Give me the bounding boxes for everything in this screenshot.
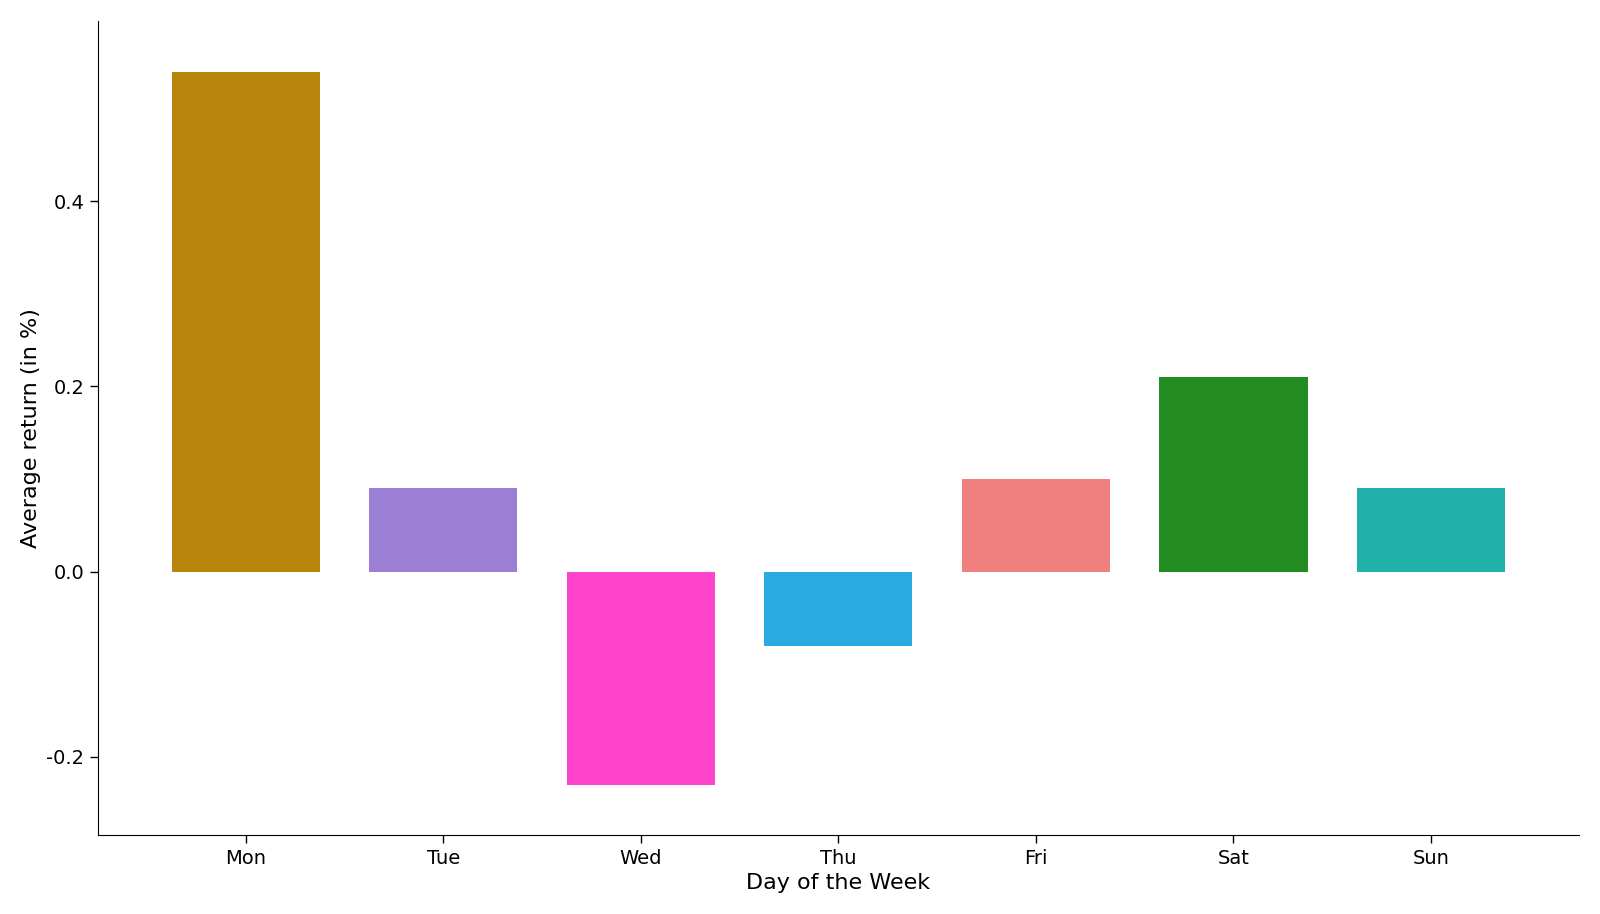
Bar xyxy=(765,571,912,645)
Bar xyxy=(171,71,320,571)
X-axis label: Day of the Week: Day of the Week xyxy=(746,873,931,893)
Y-axis label: Average return (in %): Average return (in %) xyxy=(21,308,42,548)
Bar xyxy=(566,571,715,784)
Bar xyxy=(370,488,517,571)
Bar xyxy=(1357,488,1506,571)
Bar xyxy=(962,479,1110,571)
Bar xyxy=(1160,377,1307,571)
